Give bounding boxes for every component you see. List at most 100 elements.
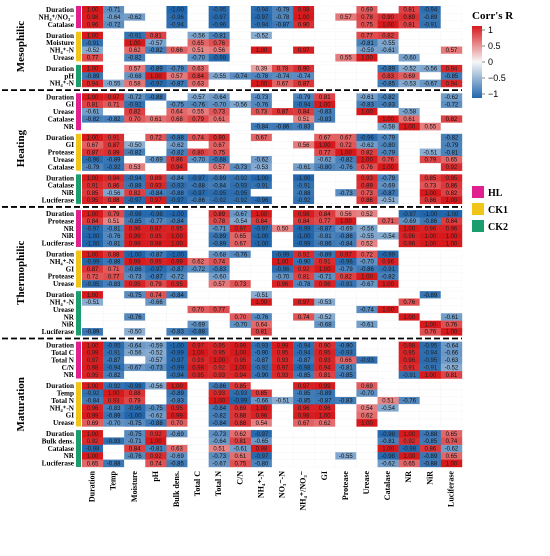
- heatmap-cell-empty: [102, 327, 125, 336]
- cell-value-label: -0.60: [402, 56, 416, 62]
- cell-value-label: 1.00: [446, 461, 458, 467]
- cell-value-label: -1.00: [170, 8, 184, 14]
- cell-value-label: -0.97: [170, 198, 184, 204]
- heatmap-cell: [440, 210, 463, 218]
- cell-value-label: -0.87: [255, 358, 269, 364]
- heatmap-cell: [250, 356, 273, 364]
- cell-value-label: 0.76: [382, 158, 394, 164]
- cell-value-label: 0.97: [192, 343, 204, 349]
- heatmap-cell: [82, 444, 104, 453]
- heatmap-cell-empty: [166, 38, 188, 47]
- heatmap-cell: [124, 444, 146, 453]
- heatmap-cell: [250, 232, 273, 240]
- heatmap-cell-empty: [377, 53, 399, 62]
- heatmap-cell: [356, 181, 378, 190]
- heatmap-cell: [229, 224, 252, 233]
- cell-value-label: -0.79: [381, 176, 395, 182]
- heatmap-cell-empty: [102, 444, 125, 453]
- row-label: NH₄⁺-N: [50, 80, 75, 88]
- cell-value-label: -0.83: [318, 117, 332, 123]
- heatmap-cell-empty: [335, 196, 357, 205]
- heatmap-cell: [187, 363, 209, 372]
- heatmap-cell: [419, 20, 442, 29]
- heatmap-cell: [166, 217, 188, 226]
- heatmap-cell-empty: [356, 452, 378, 460]
- heatmap-cell: [356, 196, 378, 205]
- cell-value-label: -0.79: [297, 95, 311, 101]
- cell-value-label: 1.00: [213, 358, 225, 364]
- cell-value-label: 0.89: [213, 212, 225, 218]
- heatmap-cell: [208, 133, 230, 142]
- heatmap-cell: [335, 232, 357, 240]
- cell-value-label: 0.90: [319, 343, 331, 349]
- cell-value-label: 1.00: [446, 234, 458, 240]
- cell-value-label: -0.70: [276, 274, 290, 280]
- heatmap-cell: [314, 404, 336, 412]
- heatmap-cell: [272, 20, 294, 29]
- heatmap-cell-empty: [314, 46, 336, 55]
- cell-value-label: -0.82: [381, 95, 395, 101]
- row-label: Luciferase: [42, 460, 74, 468]
- heatmap-cell: [124, 250, 146, 259]
- cell-value-label: -0.65: [255, 439, 269, 445]
- heatmap-cell: [356, 31, 378, 40]
- cell-value-label: 0.92: [150, 432, 162, 438]
- heatmap-cell: [440, 133, 463, 142]
- heatmap-cell: [166, 257, 188, 266]
- cell-value-label: -0.98: [381, 432, 395, 438]
- cell-value-label: -0.96: [170, 15, 184, 21]
- heatmap-cell: [82, 411, 104, 420]
- cell-value-label: -0.89: [318, 252, 332, 258]
- heatmap-cell-empty: [398, 38, 420, 47]
- heatmap-cell-empty: [102, 122, 125, 131]
- cell-value-label: -0.76: [402, 399, 416, 405]
- cell-value-label: -0.64: [128, 343, 142, 349]
- heatmap-cell-empty: [440, 13, 463, 21]
- cell-value-label: 1.00: [361, 158, 373, 164]
- heatmap-cell-empty: [187, 411, 209, 420]
- heatmap-cell: [82, 210, 104, 218]
- cell-value-label: -0.98: [128, 384, 142, 390]
- heatmap-cell: [82, 272, 104, 281]
- cell-value-label: -0.88: [107, 260, 121, 266]
- row-label: NiR: [62, 321, 75, 329]
- cell-value-label: -0.91: [339, 282, 353, 288]
- cell-value-label: 0.99: [234, 343, 246, 349]
- cell-value-label: 0.69: [87, 421, 99, 427]
- heatmap-cell: [124, 232, 146, 240]
- row-label: Duration: [46, 93, 74, 101]
- heatmap-cell: [208, 389, 230, 398]
- heatmap-cell: [103, 115, 125, 123]
- row-label: NH₄⁺-N: [50, 258, 75, 266]
- heatmap-cell: [124, 115, 146, 123]
- heatmap-cell: [145, 341, 167, 350]
- cell-value-label: 0.77: [319, 219, 331, 225]
- row-label: NR: [64, 313, 75, 321]
- cell-value-label: -0.76: [233, 252, 247, 258]
- cell-value-label: -0.73: [255, 95, 269, 101]
- heatmap-cell: [293, 341, 315, 350]
- heatmap-cell: [356, 163, 378, 171]
- cell-value-label: -0.95: [212, 191, 226, 197]
- heatmap-cell: [293, 396, 315, 405]
- cell-value-label: -0.85: [128, 219, 142, 225]
- heatmap-cell-empty: [229, 107, 252, 116]
- heatmap-cell: [250, 452, 273, 460]
- heatmap-cell-empty: [398, 265, 420, 273]
- heatmap-cell: [103, 382, 125, 390]
- heatmap-cell: [377, 430, 399, 438]
- heatmap-cell: [229, 250, 252, 259]
- heatmap-cell: [187, 371, 209, 379]
- cell-value-label: -0.95: [212, 8, 226, 14]
- heatmap-cell: [398, 53, 420, 62]
- heatmap-cell: [314, 163, 336, 171]
- cell-value-label: 0.67: [256, 135, 268, 141]
- heatmap-cell: [377, 452, 399, 460]
- heatmap-cell: [145, 280, 167, 288]
- cell-value-label: -0.89: [212, 234, 226, 240]
- cell-value-label: 0.86: [424, 198, 436, 204]
- cell-value-label: -0.86: [318, 241, 332, 247]
- heatmap-cell: [250, 313, 273, 321]
- cell-value-label: -0.56: [107, 191, 121, 197]
- cell-value-label: 1.00: [87, 135, 99, 141]
